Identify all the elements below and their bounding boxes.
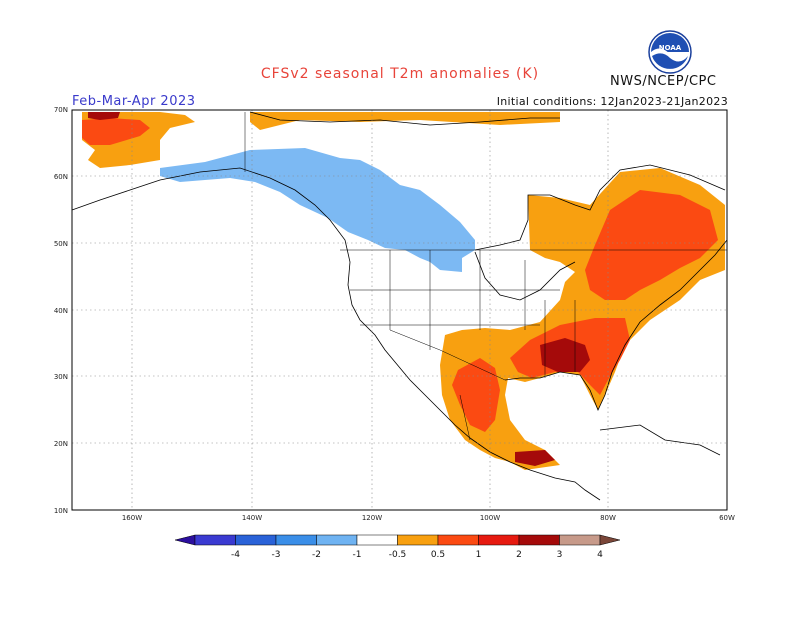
lat-tick: 40N — [54, 307, 68, 315]
colorbar-segment — [397, 534, 439, 546]
warm-anomaly-mexico-peak — [515, 450, 555, 466]
warm-anomaly-bering-peak — [88, 112, 120, 120]
colorbar-label: -1 — [353, 550, 362, 560]
lon-tick: 60W — [719, 514, 735, 522]
colorbar: -4 -3 -2 -1 -0.5 0.5 1 2 3 4 — [174, 534, 621, 560]
cold-anomaly-region — [160, 148, 475, 272]
colorbar-label: -4 — [231, 550, 240, 560]
lat-tick: 10N — [54, 507, 68, 515]
lon-tick: 160W — [122, 514, 142, 522]
colorbar-label: -3 — [272, 550, 281, 560]
agency-label: NWS/NCEP/CPC — [610, 74, 717, 89]
latitude-ticks: 70N 60N 50N 40N 30N 20N 10N — [54, 106, 68, 515]
lat-tick: 20N — [54, 440, 68, 448]
map-title: CFSv2 seasonal T2m anomalies (K) — [260, 66, 540, 82]
colorbar-label: -2 — [312, 550, 321, 560]
lon-tick: 100W — [480, 514, 500, 522]
graticule — [72, 110, 727, 510]
colorbar-segment — [478, 534, 520, 546]
colorbar-segment — [518, 534, 560, 546]
coastlines — [71, 111, 728, 501]
colorbar-segment — [316, 534, 358, 546]
noaa-logo-icon: NOAA — [648, 30, 692, 74]
political-borders — [244, 112, 727, 441]
longitude-ticks: 160W 140W 120W 100W 80W 60W — [122, 514, 735, 522]
colorbar-segment — [275, 534, 317, 546]
warm-anomaly-quebec — [585, 190, 718, 300]
colorbar-segment — [356, 534, 398, 546]
lat-tick: 60N — [54, 173, 68, 181]
colorbar-segment — [437, 534, 479, 546]
colorbar-arrow-right — [599, 534, 621, 546]
initial-conditions-label: Initial conditions: 12Jan2023-21Jan2023 — [496, 95, 728, 108]
season-label: Feb-Mar-Apr 2023 — [72, 94, 196, 109]
colorbar-segment — [235, 534, 277, 546]
lon-tick: 140W — [242, 514, 262, 522]
colorbar-label: 0.5 — [431, 550, 445, 560]
map-frame — [71, 109, 728, 511]
colorbar-label: 2 — [516, 550, 522, 560]
colorbar-arrow-left — [174, 534, 196, 546]
lat-tick: 50N — [54, 240, 68, 248]
warm-anomaly-gulf-peak — [540, 338, 590, 372]
warm-anomaly-bering-strong — [82, 118, 150, 145]
colorbar-segment — [559, 534, 601, 546]
anomaly-fields — [82, 112, 725, 470]
lat-tick: 30N — [54, 373, 68, 381]
logo-text: NOAA — [659, 44, 682, 52]
lon-tick: 120W — [362, 514, 382, 522]
lat-tick: 70N — [54, 106, 68, 114]
colorbar-label: 1 — [476, 550, 482, 560]
colorbar-segment — [194, 534, 236, 546]
lon-tick: 80W — [600, 514, 616, 522]
colorbar-label: -0.5 — [389, 550, 407, 560]
colorbar-label: 4 — [597, 550, 603, 560]
colorbar-label: 3 — [557, 550, 563, 560]
warm-anomaly-texas — [452, 358, 500, 432]
warm-anomaly-arctic — [250, 112, 560, 130]
